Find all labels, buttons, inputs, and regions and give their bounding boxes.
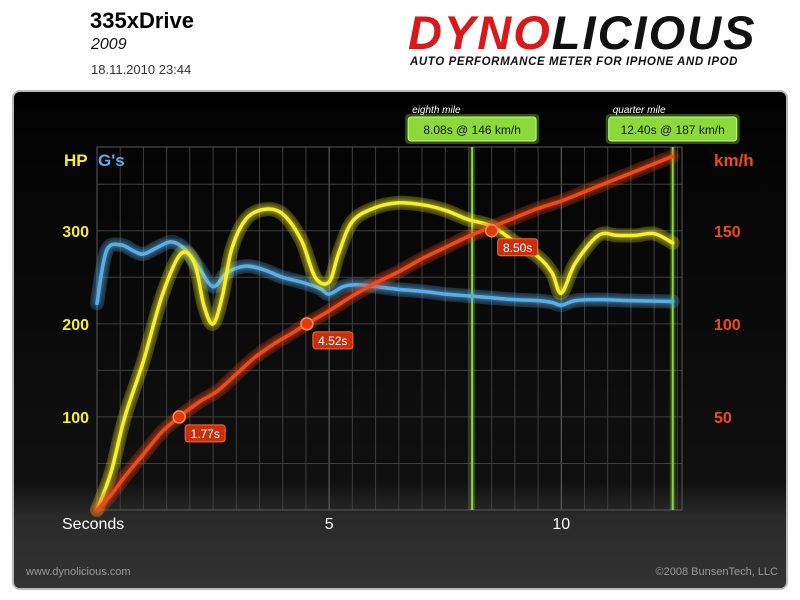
speed-marker-label-box [312,331,354,350]
logo-word-black: LICIOUS [551,6,757,59]
distance-marker-box [608,116,738,142]
performance-chart: HP G's km/h Seconds 100 200 300 50 100 150 5 10 1.7… [14,92,786,588]
left-tick-label: 200 [62,317,89,334]
run-timestamp: 18.11.2010 23:44 [91,62,192,77]
right-tick-label: 100 [714,317,741,334]
footer-website: www.dynolicious.com [26,566,131,578]
speed-marker-label: 4.52s [318,334,347,348]
distance-marker-label: 8.08s @ 146 km/h [423,123,521,137]
axes: HP G's km/h Seconds 100 200 300 50 100 150 5 10 [62,151,754,533]
logo-word-red: DYNO [408,6,552,59]
speed-marker-dot [300,317,314,331]
distance-marker-box [407,116,537,142]
vehicle-title: 335xDrive [90,8,194,33]
dynolicious-logo: DYNOLICIOUS AUTO PERFORMANCE METER FOR I… [408,8,780,72]
plot-frame [96,146,683,511]
gs-series-line [95,240,675,307]
left-tick-label: 100 [62,410,89,427]
gs-axis-label: G's [98,151,125,170]
x-tick-label: 5 [325,516,334,533]
speed-marker-dot [484,224,499,238]
hp-series-line [95,200,675,512]
speed-marker-label-box [184,424,226,443]
distance-marker-label: 12.40s @ 187 km/h [621,123,725,137]
footer-copyright: ©2008 BunsenTech, LLC [655,566,778,578]
hp-axis-label: HP [64,151,88,170]
distance-marker-title: quarter mile [613,105,666,116]
vehicle-year: 2009 [91,36,127,53]
chart-panel: HP G's km/h Seconds 100 200 300 50 100 150 5 10 1.7… [12,90,788,590]
chart-background [14,92,786,588]
speed-marker-dot [172,410,186,424]
x-axis-label: Seconds [62,516,124,533]
speed-axis-label: km/h [714,151,754,170]
speed-marker-label-box [497,238,539,257]
x-tick-label: 10 [552,516,570,533]
distance-marker-title: eighth mile [412,105,461,116]
grid [96,146,683,511]
distance-marker-boxes: eighth mile 8.08s @ 146 km/h quarter mile 1… [405,105,740,144]
right-tick-label: 150 [714,224,741,241]
logo-tagline: AUTO PERFORMANCE METER FOR IPHONE AND IP… [410,56,739,68]
speed-marker-label: 1.77s [190,427,219,441]
speed-markers: 1.77s 4.52s 8.50s [172,224,539,443]
left-tick-label: 300 [62,224,89,241]
right-tick-label: 50 [714,410,732,427]
speed-marker-label: 8.50s [503,241,532,255]
logo-wordmark: DYNOLICIOUS [408,8,756,58]
distance-marker-lines [469,147,676,510]
